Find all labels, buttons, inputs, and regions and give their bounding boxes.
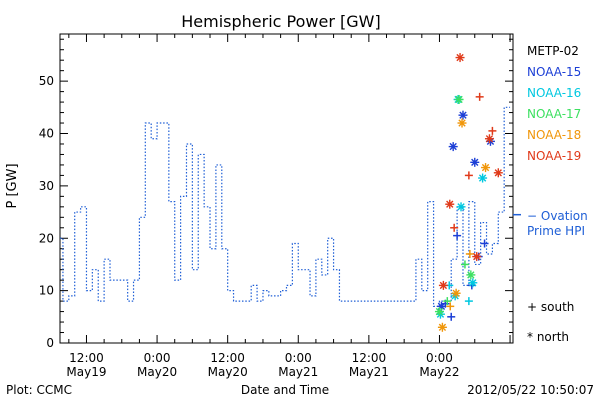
noaa-18-north-point [457, 118, 467, 128]
x-tick-label-time: 0:00 [144, 351, 171, 365]
north-mark-ray [439, 281, 448, 290]
north-mark-ray [459, 111, 467, 119]
noaa-16-north-point [478, 173, 488, 183]
y-tick-label: 30 [39, 179, 54, 193]
noaa-18-north-point [437, 322, 447, 332]
legend-noaa-18: NOAA-18 [527, 128, 581, 142]
noaa-18-south-point [446, 302, 455, 311]
noaa-19-north-point [445, 199, 455, 209]
plot-frame [59, 33, 514, 344]
hpi-label-line1: − Ovation [527, 209, 588, 223]
noaa-19-north-point [455, 53, 465, 63]
north-mark-ray [455, 95, 463, 104]
north-mark-ray [452, 289, 460, 297]
x-tick-label-time: 0:00 [426, 351, 453, 365]
noaa-15-south-point [480, 239, 489, 248]
footer-timestamp: 2012/05/22 10:50:07 [467, 383, 594, 397]
noaa-19-south-point [464, 171, 473, 180]
noaa-18-north-point [481, 163, 491, 173]
north-mark-ray [457, 203, 465, 211]
noaa-19-south-point [475, 92, 484, 101]
noaa-17-south-point [443, 297, 452, 306]
noaa-19-north-point [484, 134, 494, 144]
noaa-17-north-point [434, 307, 444, 317]
north-mark-ray [449, 142, 457, 151]
symbol-legend-south: + south [527, 300, 574, 314]
noaa-15-north-point [448, 142, 458, 152]
x-tick-label-date: May20 [208, 365, 248, 379]
legend-noaa-19: NOAA-19 [527, 149, 581, 163]
x-tick-label-date: May21 [349, 365, 389, 379]
hpi-line [60, 106, 511, 307]
north-mark-ray [485, 135, 494, 143]
noaa-18-north-point [451, 288, 461, 298]
north-mark-ray [494, 169, 502, 177]
north-mark-ray [473, 252, 481, 261]
x-tick-label-date: May22 [419, 365, 459, 379]
x-tick-label-date: May19 [66, 365, 106, 379]
noaa-17-north-point [466, 270, 476, 280]
north-mark-ray [456, 53, 464, 62]
hpi-label-line2: Prime HPI [527, 224, 585, 238]
noaa-16-south-point [464, 297, 473, 306]
x-axis-label: Date and Time [241, 383, 329, 397]
north-mark-ray [435, 307, 444, 316]
noaa-17-south-point [460, 260, 469, 269]
noaa-16-north-point [468, 278, 478, 288]
y-tick-label: 40 [39, 127, 54, 141]
noaa-19-north-point [493, 168, 503, 178]
legend-metp-02: METP-02 [527, 44, 579, 58]
hpi-legend: − Ovation Prime HPI [527, 209, 588, 238]
x-tick-label-time: 12:00 [210, 351, 245, 365]
symbol-legend: + south * north [527, 300, 574, 344]
legend-noaa-16: NOAA-16 [527, 86, 581, 100]
north-mark-ray [467, 271, 475, 279]
x-tick-label-time: 12:00 [352, 351, 387, 365]
y-axis-label: P [GW] [5, 163, 20, 208]
y-tick-label: 0 [46, 336, 54, 350]
plot-border [59, 33, 514, 344]
hpi-series-line [60, 106, 521, 307]
north-mark-ray [469, 279, 477, 287]
satellite-markers [434, 53, 503, 332]
x-tick-label-time: 12:00 [69, 351, 104, 365]
x-tick-label-date: May21 [278, 365, 318, 379]
noaa-17-north-point [454, 94, 464, 104]
noaa-19-north-point [472, 252, 482, 262]
legend-noaa-15: NOAA-15 [527, 65, 581, 79]
legend-noaa-17: NOAA-17 [527, 107, 581, 121]
satellite-legend: METP-02 NOAA-15 NOAA-16 NOAA-17 NOAA-18 NOAA-… [527, 44, 581, 163]
noaa-18-south-point [465, 249, 474, 258]
north-mark-ray [471, 158, 479, 166]
noaa-15-north-point [470, 157, 480, 167]
footer-credit: Plot: CCMC [6, 383, 72, 397]
north-mark-ray [481, 163, 490, 172]
north-mark-ray [478, 174, 487, 182]
north-mark-ray [458, 119, 466, 127]
x-tick-label-time: 0:00 [285, 351, 312, 365]
y-tick-label: 50 [39, 74, 54, 88]
noaa-15-south-point [447, 312, 456, 321]
noaa-15-south-point [453, 231, 462, 240]
symbol-legend-north: * north [527, 330, 569, 344]
x-tick-label-date: May20 [137, 365, 177, 379]
y-axis-ticks: 0 10 20 30 40 50 [39, 38, 513, 350]
y-tick-label: 10 [39, 284, 54, 298]
north-mark-ray [438, 323, 447, 331]
noaa-19-north-point [438, 280, 448, 290]
chart-title: Hemispheric Power [GW] [181, 12, 380, 31]
north-mark-ray [446, 200, 454, 208]
x-axis-ticks: 12:00May190:00May2012:00May200:00May2112… [66, 34, 511, 379]
noaa-16-north-point [456, 202, 466, 212]
noaa-19-south-point [450, 223, 459, 232]
noaa-15-north-point [458, 110, 468, 120]
y-tick-label: 20 [39, 231, 54, 245]
noaa-19-south-point [488, 126, 497, 135]
